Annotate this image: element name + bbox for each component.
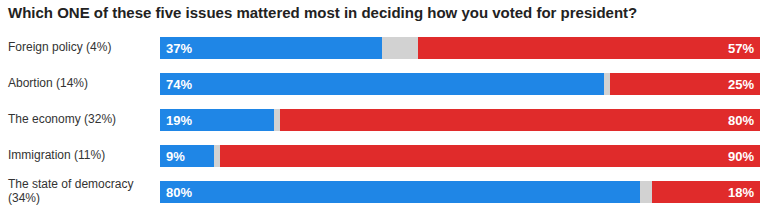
svg-text:Immigration (11%): Immigration (11%): [8, 148, 105, 162]
html-text:Which ONE of these five issues: Which ONE of these five issues mattered …: [8, 4, 638, 21]
svg-text:9%: 9%: [166, 149, 185, 164]
svg-text:74%: 74%: [166, 77, 192, 92]
svg-text:Foreign policy (4%): Foreign policy (4%): [8, 40, 111, 54]
svg-text:90%: 90%: [728, 149, 754, 164]
svg-text:37%: 37%: [166, 41, 192, 56]
svg-text:57%: 57%: [728, 41, 754, 56]
svg-text:80%: 80%: [728, 113, 754, 128]
svg-text:25%: 25%: [728, 77, 754, 92]
svg-text:19%: 19%: [166, 113, 192, 128]
svg-text:80%: 80%: [166, 185, 192, 200]
svg-text:18%: 18%: [728, 185, 754, 200]
svg-text:The state of democracy(34%): The state of democracy(34%): [8, 177, 133, 205]
svg-text:The economy (32%): The economy (32%): [8, 112, 116, 126]
svg-text:Abortion (14%): Abortion (14%): [8, 76, 88, 90]
